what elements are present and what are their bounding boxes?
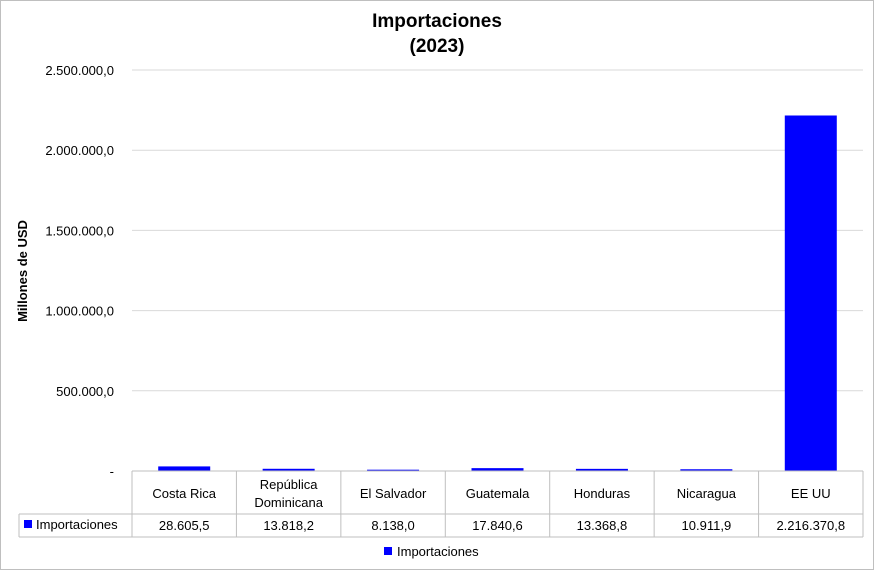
bars [158,115,837,471]
table-legend-swatch [24,520,32,528]
y-tick-label: 2.500.000,0 [45,63,114,78]
table-value: 2.216.370,8 [776,518,845,533]
chart-title: Importaciones [372,11,502,32]
data-table: Costa Rica 28.605,5 República Dominicana 13.… [18,470,864,538]
bar [680,469,733,471]
chart-subtitle: (2023) [410,36,465,57]
table-series-name: Importaciones [36,517,118,532]
y-axis-ticks: - 500.000,0 1.000.000,0 1.500.000,0 2.000.00… [45,63,114,479]
legend-label: Importaciones [397,544,479,559]
category-label: Costa Rica [152,486,216,501]
bar [784,115,837,471]
bar [471,468,524,471]
y-axis-label: Millones de USD [15,220,30,322]
y-tick-label: 500.000,0 [56,384,114,399]
table-value: 13.368,8 [577,518,628,533]
y-tick-label: - [110,464,114,479]
table-value: 10.911,9 [682,518,732,533]
table-value: 13.818,2 [263,518,314,533]
legend: Importaciones [384,544,479,559]
category-label: República Dominicana [254,477,323,510]
grid-lines [132,69,863,392]
category-label: El Salvador [360,486,427,501]
legend-swatch [384,547,392,555]
y-tick-label: 1.500.000,0 [45,223,114,238]
y-tick-label: 1.000.000,0 [45,304,114,319]
category-label: EE UU [791,486,831,501]
bar [575,468,628,471]
bar [367,469,420,471]
table-value: 17.840,6 [472,518,523,533]
bar [262,468,315,471]
table-value: 8.138,0 [371,518,414,533]
y-tick-label: 2.000.000,0 [45,143,114,158]
category-label: Honduras [574,486,631,501]
category-label: Guatemala [466,486,530,501]
category-label: Nicaragua [677,486,737,501]
bar [158,466,211,471]
table-value: 28.605,5 [159,518,210,533]
